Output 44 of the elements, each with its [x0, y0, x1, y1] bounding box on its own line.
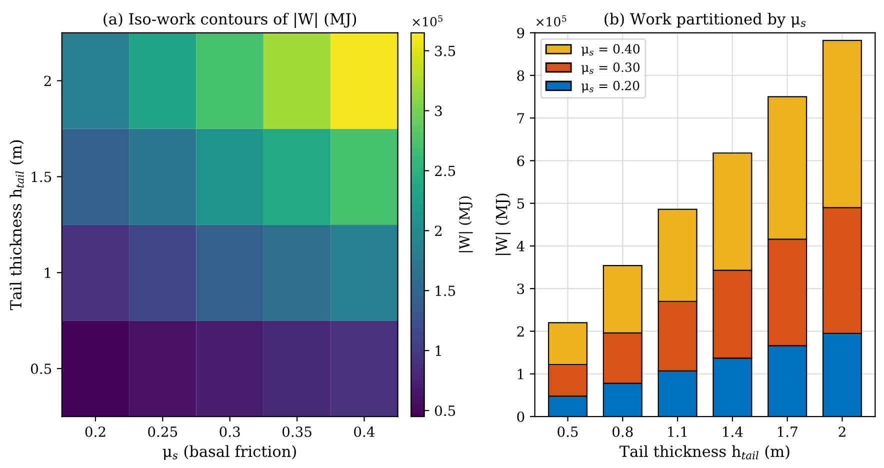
- x-tick-label: 0.3: [220, 426, 240, 437]
- legend-label: μ$_{s}$ = 0.40: [582, 44, 640, 56]
- color-bar-label: 0.5: [434, 405, 456, 416]
- y-tick-label: 3: [517, 284, 524, 294]
- legend-label: μ$_{s}$ = 0.30: [582, 62, 640, 74]
- x-axis-title: μ$_{s}$ (basal friction): [162, 445, 296, 460]
- legend-label: μ$_{s}$ = 0.20: [582, 80, 640, 93]
- color-bar-label: 2.5: [434, 166, 456, 176]
- y-tick-label: 2: [44, 76, 51, 86]
- x-tick-label: 0.35: [282, 426, 312, 437]
- y-tick-label: 5: [517, 198, 524, 209]
- x-tick-label: 2: [838, 426, 846, 437]
- color-bar-label: 2: [434, 226, 442, 236]
- text: ×10$^{5}$: [536, 15, 566, 26]
- x-tick-label: 0.8: [612, 426, 633, 437]
- x-tick-label: 0.25: [148, 426, 178, 437]
- x-axis-title: Tail thickness h$_{tail}$ (m): [620, 445, 790, 460]
- color-bar-label: 3: [435, 106, 442, 116]
- chart-title: (a) Iso-work contours of |W| (MJ): [104, 12, 356, 28]
- color-bar-title: |W| (MJ): [458, 196, 473, 252]
- x-tick-label: 1.1: [668, 426, 687, 437]
- x-tick-label: 0.5: [558, 426, 578, 437]
- y-tick-label: 7: [517, 113, 524, 124]
- y-tick-label: 6: [517, 156, 524, 166]
- color-bar-label: 1.5: [436, 286, 456, 296]
- x-tick-label: 1.4: [723, 426, 743, 437]
- y-tick-label: 0: [517, 411, 524, 422]
- y-tick-label: 8: [517, 70, 524, 81]
- y-tick-label: 1.5: [32, 172, 52, 182]
- y-axis-title: |W| (MJ): [495, 194, 511, 255]
- x-tick-label: 0.2: [85, 426, 106, 437]
- y-tick-label: 1: [45, 268, 50, 278]
- x-tick-label: 0.4: [354, 426, 375, 437]
- y-tick-label: 0.5: [30, 364, 52, 374]
- y-tick-label: 2: [517, 326, 524, 337]
- color-bar-label: 3.5: [435, 46, 456, 56]
- x-tick-label: 1.7: [778, 426, 798, 437]
- y-tick-label: 1: [518, 368, 524, 380]
- text: ×10$^{5}$: [412, 15, 442, 26]
- y-tick-label: 9: [517, 28, 524, 38]
- y-axis-title: Tail thickness h$_{tail}$ (m): [10, 140, 24, 310]
- color-bar-label: 1: [436, 346, 441, 356]
- chart-title: (b) Work partitioned by μ$_{s}$: [604, 12, 806, 28]
- y-tick-label: 4: [516, 240, 524, 252]
